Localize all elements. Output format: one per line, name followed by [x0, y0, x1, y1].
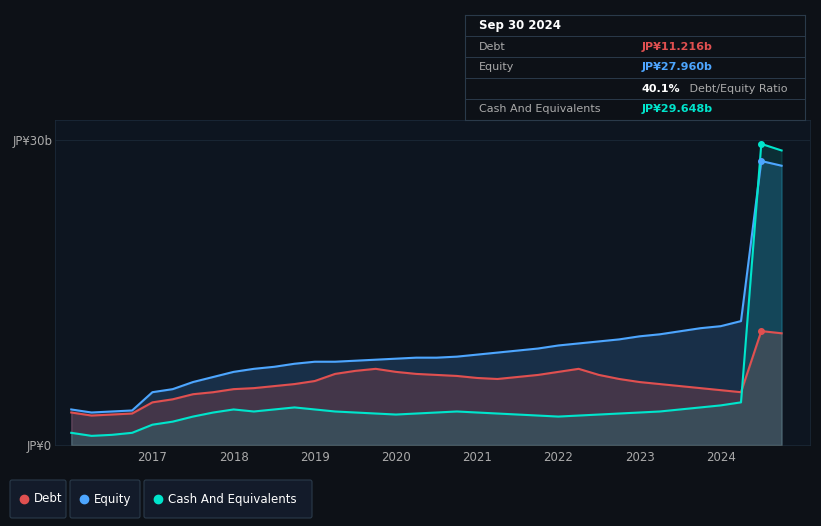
- FancyBboxPatch shape: [70, 480, 140, 518]
- Text: Sep 30 2024: Sep 30 2024: [479, 19, 561, 32]
- Text: Debt: Debt: [34, 492, 62, 505]
- Text: 40.1%: 40.1%: [642, 84, 681, 94]
- Text: Debt: Debt: [479, 42, 506, 52]
- Text: JP¥29.648b: JP¥29.648b: [642, 105, 713, 115]
- Text: Cash And Equivalents: Cash And Equivalents: [168, 492, 296, 505]
- FancyBboxPatch shape: [10, 480, 66, 518]
- Text: Equity: Equity: [94, 492, 131, 505]
- Text: JP¥27.960b: JP¥27.960b: [642, 63, 713, 73]
- FancyBboxPatch shape: [144, 480, 312, 518]
- Text: Debt/Equity Ratio: Debt/Equity Ratio: [686, 84, 787, 94]
- Text: Cash And Equivalents: Cash And Equivalents: [479, 105, 600, 115]
- Text: JP¥11.216b: JP¥11.216b: [642, 42, 713, 52]
- Text: Equity: Equity: [479, 63, 514, 73]
